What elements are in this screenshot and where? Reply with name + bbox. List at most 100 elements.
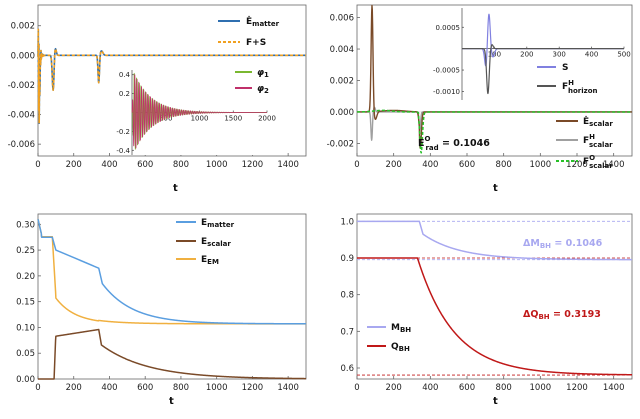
bl-legend-eem: EEM — [201, 255, 219, 266]
br-xtick-label-0: 0 — [354, 383, 359, 393]
tr-xtick-label-1400: 1400 — [603, 160, 625, 170]
tl-inset-ytick-label--0.4: -0.4 — [116, 147, 130, 155]
bl-ytick-label-0.00: 0.00 — [16, 375, 35, 385]
tl-inset-xtick-label-2000: 2000 — [258, 115, 276, 123]
br-ytick-label-0.6: 0.6 — [340, 364, 354, 374]
tr-xtick-label-1200: 1200 — [566, 160, 588, 170]
tr-xtick-label-400: 400 — [422, 160, 438, 170]
br-xlabel: t — [493, 396, 498, 407]
tr-inset-legend-s: S — [562, 63, 568, 73]
br-annotation-dq: ΔQBH = 0.3193 — [523, 309, 601, 321]
tl-xtick-label-400: 400 — [101, 160, 117, 170]
br-xtick-label-800: 800 — [496, 383, 512, 393]
bl-xtick-label-400: 400 — [101, 383, 117, 393]
tl-inset-legend-phi2: φ2 — [257, 84, 269, 95]
bl-xtick-label-1200: 1200 — [242, 383, 264, 393]
bl-ytick-label-0.30: 0.30 — [16, 220, 35, 230]
tr-legend: Ėscalar FH scalar FO scalar — [556, 116, 613, 170]
tl-ytick-label--0.006: -0.006 — [8, 140, 35, 150]
tl-xtick-label-0: 0 — [35, 160, 40, 170]
tl-xtick-label-200: 200 — [66, 160, 82, 170]
panel-top-left: 0 200 400 600 800 1000 1200 1400 0.002 0.000 -0.0… — [8, 4, 307, 194]
tr-xtick-label-200: 200 — [386, 160, 402, 170]
tl-legend: Ėmatter F+S — [218, 16, 280, 48]
tl-inset-legend-phi1: φ1 — [257, 68, 269, 79]
bl-series-eem — [37, 218, 307, 325]
tl-ytick-label--0.004: -0.004 — [8, 111, 35, 121]
tl-xlabel: t — [173, 183, 178, 194]
tl-inset: 500 1000 1500 2000 0.4 0.2 -0.2 -0.4 φ1 φ2 — [116, 68, 276, 155]
bl-series-ematter — [37, 218, 307, 325]
br-legend: MBH QBH — [367, 323, 411, 353]
bl-xtick-label-1400: 1400 — [277, 383, 299, 393]
tl-ytick-label-0.000: 0.000 — [11, 51, 35, 61]
bl-series-escalar — [37, 328, 307, 380]
bl-xtick-label-600: 600 — [137, 383, 153, 393]
tl-ytick-label-0.002: 0.002 — [11, 22, 35, 32]
br-axes-frame — [356, 213, 633, 380]
tl-inset-xtick-label-1500: 1500 — [224, 115, 242, 123]
br-legend-qbh: QBH — [391, 342, 410, 353]
tl-legend-ematter: Ėmatter — [246, 16, 280, 28]
tl-inset-xtick-label-500: 500 — [159, 115, 172, 123]
tr-ytick-label-0.000: 0.000 — [330, 108, 354, 118]
tr-xtick-label-0: 0 — [354, 160, 359, 170]
br-xtick-label-1200: 1200 — [566, 383, 588, 393]
bl-xlabel: t — [169, 396, 174, 407]
tr-inset-xtick-label-400: 400 — [585, 51, 598, 59]
tl-inset-xtick-label-1000: 1000 — [191, 115, 209, 123]
bl-ytick-label-0.20: 0.20 — [16, 272, 35, 282]
bl-xtick-label-1000: 1000 — [206, 383, 228, 393]
tl-xtick-label-800: 800 — [173, 160, 189, 170]
br-legend-mbh: MBH — [391, 323, 411, 334]
br-ytick-label-0.7: 0.7 — [340, 327, 354, 337]
bl-axes-frame — [37, 213, 307, 380]
tl-xtick-label-1200: 1200 — [242, 160, 264, 170]
tr-xtick-label-600: 600 — [459, 160, 475, 170]
bl-xtick-label-800: 800 — [173, 383, 189, 393]
tl-xtick-label-1000: 1000 — [206, 160, 228, 170]
panel-top-right: 0 200 400 600 800 1000 1200 1400 0.006 0.004 0.00… — [327, 4, 633, 194]
tl-inset-ytick-label-0.2: 0.2 — [119, 90, 130, 98]
bl-ytick-label-0.25: 0.25 — [16, 246, 35, 256]
bl-legend-escalar: Escalar — [201, 237, 231, 248]
br-xtick-label-1000: 1000 — [530, 383, 552, 393]
bl-legend-ematter: Ematter — [201, 218, 235, 229]
bl-ytick-label-0.05: 0.05 — [16, 349, 35, 359]
tl-legend-fs: F+S — [246, 38, 266, 48]
tl-ytick-label--0.002: -0.002 — [8, 81, 35, 91]
tl-inset-series-phi2 — [131, 74, 268, 149]
tr-legend-escalar: Ėscalar — [583, 116, 613, 128]
tr-series-fo — [356, 109, 633, 154]
tr-inset-series-fhor — [461, 44, 625, 95]
bl-legend: Ematter Escalar EEM — [176, 218, 235, 266]
tr-ytick-label-0.006: 0.006 — [330, 14, 354, 24]
tr-inset-xtick-label-200: 200 — [520, 51, 533, 59]
tr-inset-ytick-label--0.0010: -0.0010 — [433, 88, 460, 96]
br-xtick-label-1400: 1400 — [603, 383, 625, 393]
bl-xtick-label-200: 200 — [66, 383, 82, 393]
tr-legend-fo: FO scalar — [583, 154, 613, 170]
br-ytick-label-0.8: 0.8 — [340, 291, 354, 301]
tr-annotation-erad: EO rad = 0.1046 — [418, 135, 490, 152]
br-series-qbh — [356, 257, 633, 376]
br-xtick-label-400: 400 — [422, 383, 438, 393]
br-ytick-label-1.0: 1.0 — [340, 217, 354, 227]
bl-ytick-label-0.15: 0.15 — [16, 298, 35, 308]
panel-bottom-right: 0 200 400 600 800 1000 1200 1400 1.0 0.9 0.8 0.7 0.… — [340, 213, 633, 407]
bl-xtick-label-0: 0 — [35, 383, 40, 393]
tr-ytick-label--0.002: -0.002 — [327, 139, 354, 149]
bl-ytick-label-0.10: 0.10 — [16, 323, 35, 333]
tl-inset-ytick-label-0.4: 0.4 — [119, 71, 131, 79]
tl-inset-ytick-label--0.2: -0.2 — [116, 128, 130, 136]
tr-inset-xtick-label-300: 300 — [553, 51, 566, 59]
tr-xlabel: t — [493, 183, 498, 194]
tr-xtick-label-1000: 1000 — [530, 160, 552, 170]
tl-xtick-label-1400: 1400 — [277, 160, 299, 170]
br-xtick-label-600: 600 — [459, 383, 475, 393]
tr-ytick-label-0.004: 0.004 — [330, 45, 354, 55]
tr-inset-ytick-label--0.0005: -0.0005 — [433, 67, 460, 75]
tr-inset-ytick-label-0.0005: 0.0005 — [436, 24, 461, 32]
